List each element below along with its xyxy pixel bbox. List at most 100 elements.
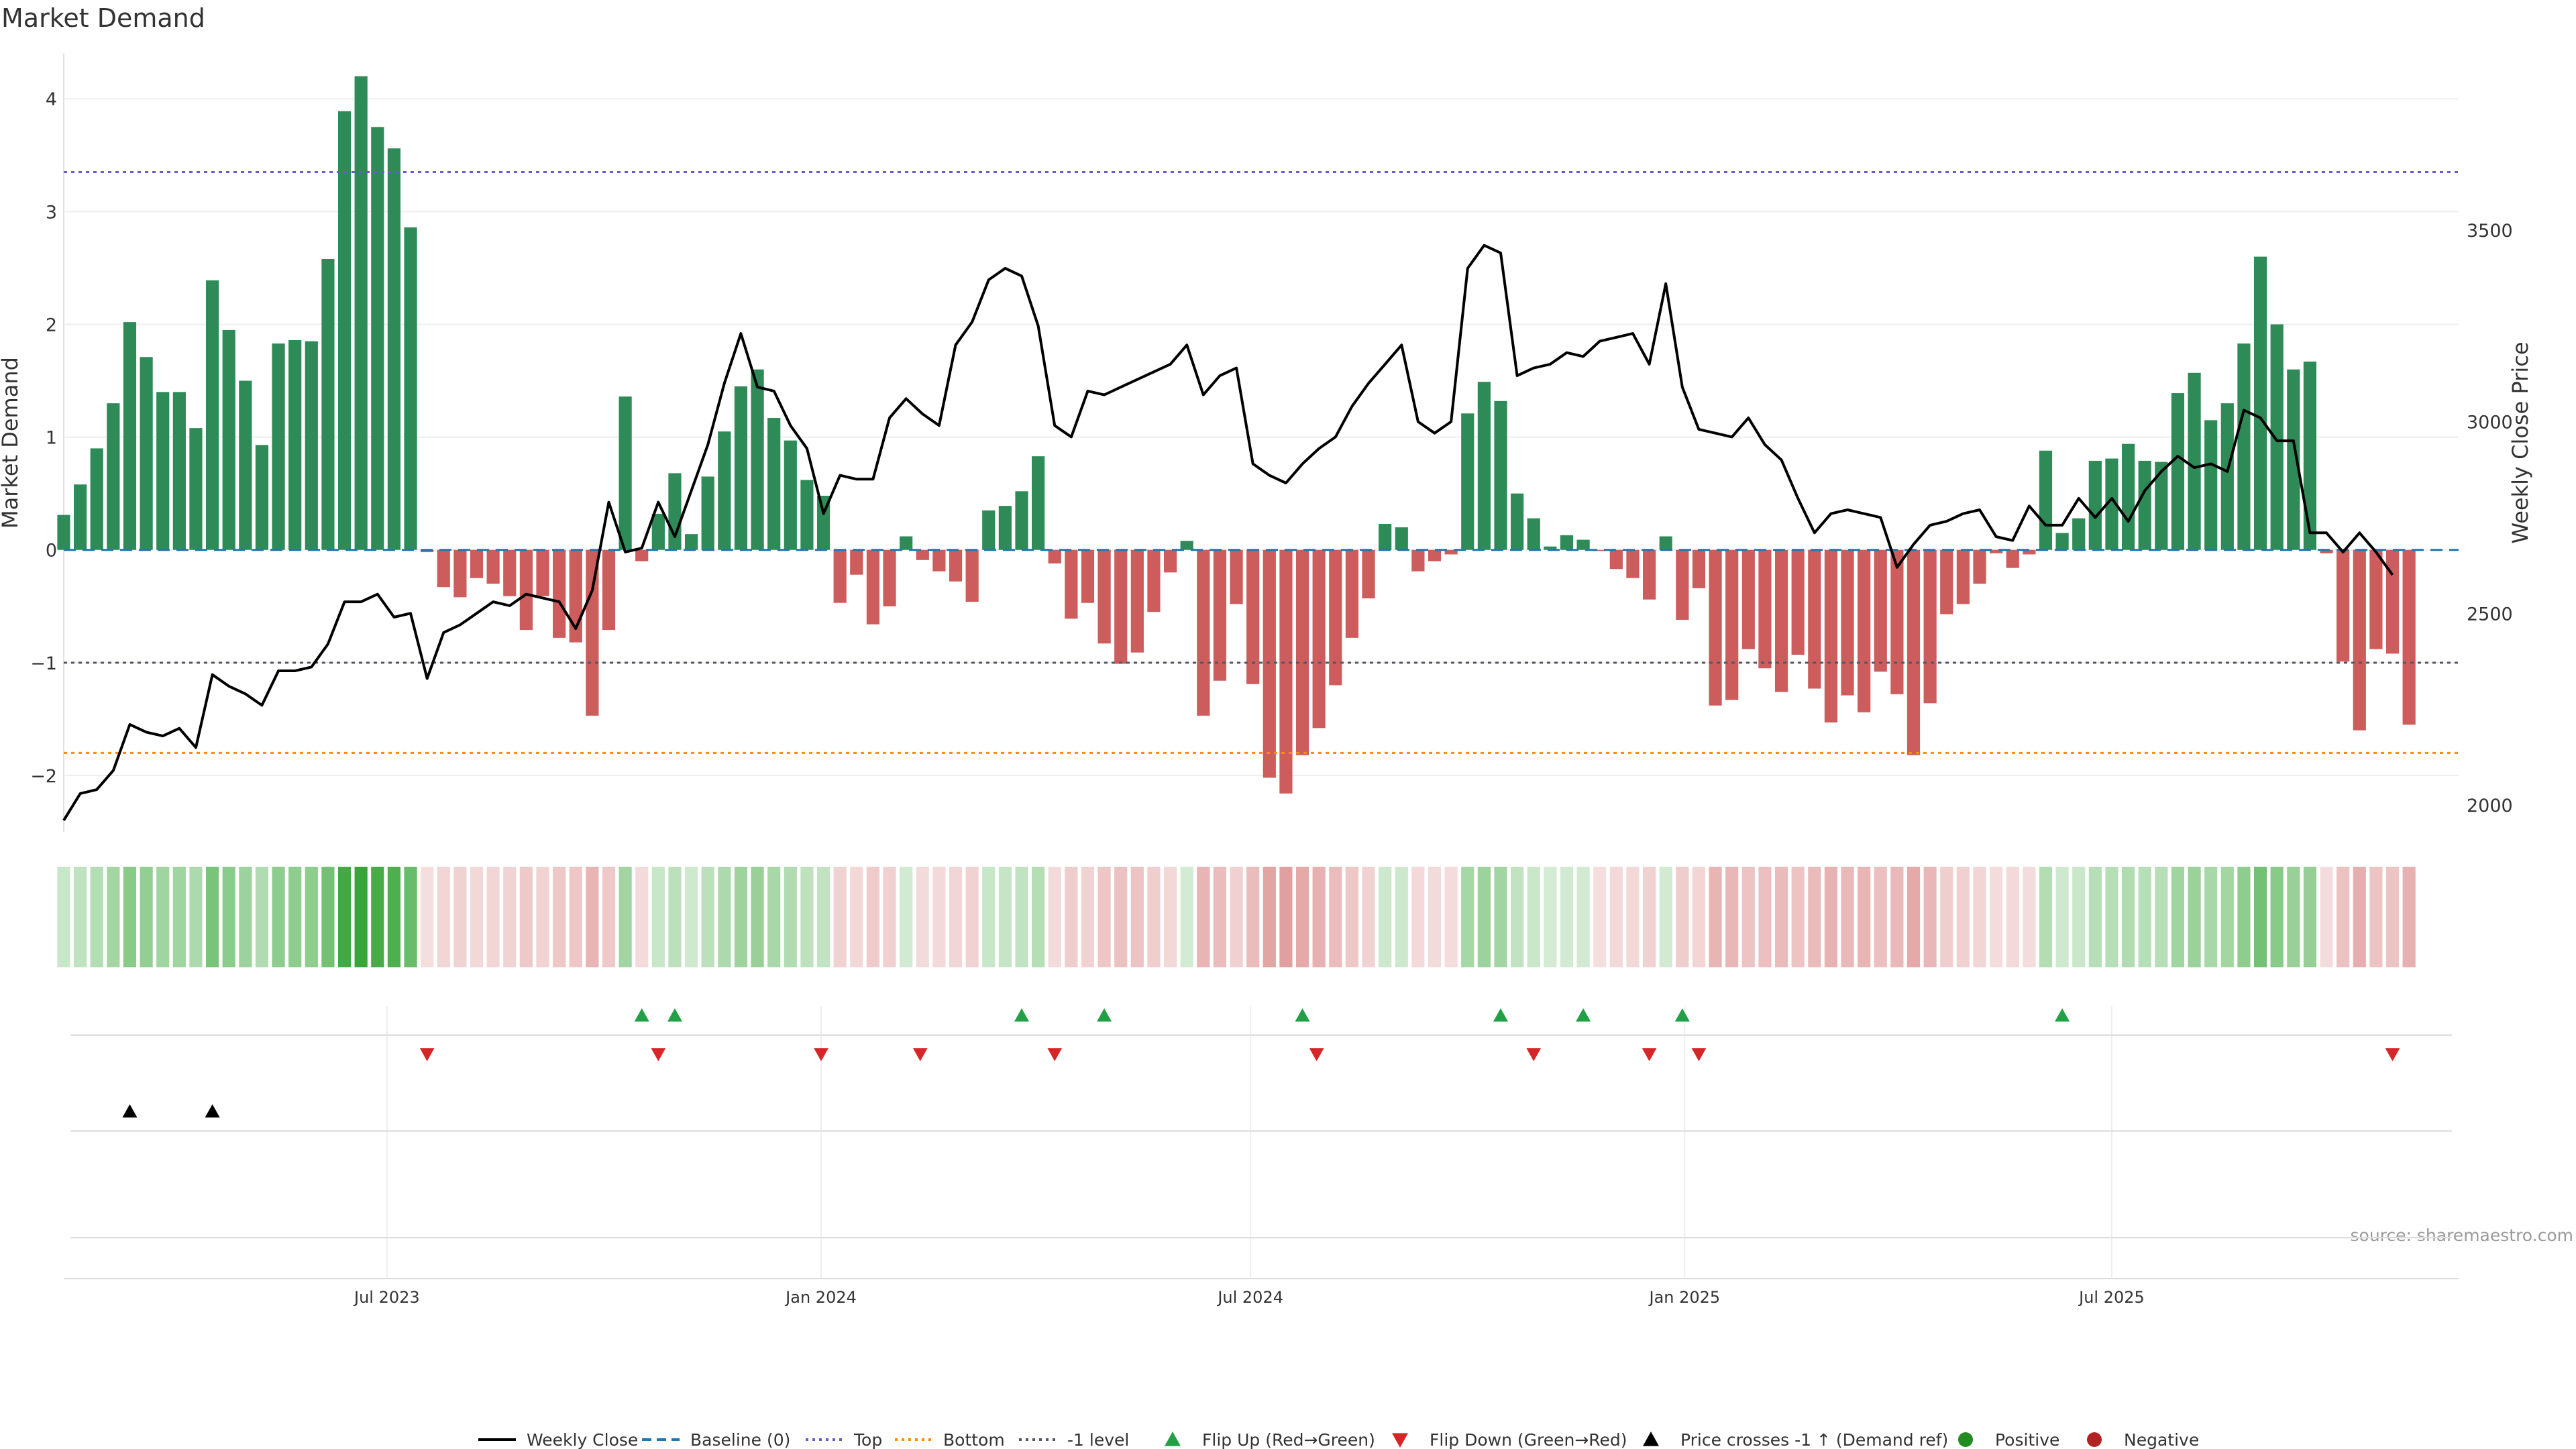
legend-item: Weekly Close [478,1430,638,1449]
demand-bar [321,258,335,550]
heat-cell [1544,867,1557,967]
heat-cell [1741,867,1755,967]
heat-cell [1163,867,1177,967]
demand-bar [354,76,368,550]
heat-cell [90,867,103,967]
heat-cell [255,867,269,967]
demand-bar [866,549,880,625]
price-cross-marker [122,1104,138,1118]
demand-bar [503,549,517,596]
demand-bar [1494,400,1507,550]
y2-tick-label: 2500 [2467,604,2513,625]
demand-bar [1411,549,1425,572]
demand-bar [371,127,384,550]
demand-bar [1130,549,1144,653]
flip-down-marker [1047,1048,1063,1061]
heat-cell [1130,867,1144,967]
demand-bar [1923,549,1937,704]
y-tick-label: 3 [46,202,57,223]
heat-cell [866,867,880,967]
heat-cell [2055,867,2069,967]
demand-bar [684,534,698,550]
heat-cell [1246,867,1260,967]
flip-down-marker [1691,1048,1707,1061]
demand-bar [1956,549,1970,604]
heat-cell [519,867,533,967]
demand-bar [1940,549,1953,614]
demand-bar [1081,549,1095,603]
date-axis: Jul 2023 Jan 2024 Jul 2024 Jan 2025 Jul 2025 [64,1278,2459,1307]
demand-bar [1511,493,1524,550]
demand-bar [2188,372,2201,550]
heat-cell [1511,867,1524,967]
heat-cell [1940,867,1953,967]
heat-cell [816,867,830,967]
demand-bar [2353,549,2366,731]
legend-label: Price crosses -1 ↑ (Demand ref) [1680,1430,1948,1449]
heat-cell [916,867,929,967]
demand-bar [1709,549,1722,706]
heat-cell [2353,867,2366,967]
legend-swatch [1165,1432,1181,1446]
demand-bar [1841,549,1854,696]
heat-cell [2138,867,2151,967]
x-tick-label: Jan 2025 [1648,1288,1720,1307]
flip-up-marker [1014,1008,1029,1022]
heat-cell [74,867,87,967]
demand-bar [982,510,996,550]
demand-bar [1626,549,1640,578]
heat-cell [1197,867,1210,967]
legend-label: Flip Down (Green→Red) [1430,1430,1627,1449]
demand-bar [1032,456,1045,550]
demand-bar [536,549,549,596]
demand-bar [2253,256,2267,550]
heat-cell [1312,867,1326,967]
demand-bar [718,431,731,550]
source-label: source: sharemaestro.com [2351,1226,2574,1245]
heat-cell [1279,867,1293,967]
demand-bar [2138,460,2151,550]
signal-panels [70,1008,2452,1238]
heat-cell [2287,867,2300,967]
heat-cell [701,867,714,967]
heat-cell [2006,867,2019,967]
legend-label: Flip Up (Red→Green) [1202,1430,1375,1449]
heat-cell [1808,867,1821,967]
demand-bar [2072,518,2086,550]
demand-bar [734,386,748,550]
demand-bar [998,506,1012,550]
heat-cell [1642,867,1656,967]
heat-cell [107,867,120,967]
demand-bar [2337,549,2350,662]
heat-cell [602,867,616,967]
demand-bar [1362,549,1375,598]
flip-down-marker [419,1048,435,1061]
legend-swatch [1392,1433,1408,1448]
heat-cell [205,867,219,967]
heat-cell [2039,867,2053,967]
demand-bar [949,549,963,582]
demand-bar [1774,549,1788,692]
demand-bar [2320,549,2333,553]
demand-bar [833,549,847,603]
demand-bar [1246,549,1260,684]
heat-cell [2088,867,2102,967]
heat-cell [2171,867,2185,967]
heat-cell [140,867,153,967]
heat-cell [2072,867,2086,967]
heat-cell [1841,867,1854,967]
x-tick-label: Jul 2024 [1216,1288,1283,1307]
heat-cell [1923,867,1937,967]
demand-bar [2204,420,2218,550]
demand-bar [2105,458,2118,550]
heat-cell [57,867,70,967]
legend-item: Flip Up (Red→Green) [1165,1430,1375,1449]
flip-down-marker [1526,1048,1542,1061]
heat-cell [1379,867,1392,967]
demand-bar [668,473,682,550]
demand-bar [404,227,417,550]
heat-cell [1576,867,1590,967]
heat-cell [2220,867,2234,967]
demand-bar [2303,361,2317,550]
demand-bar [239,380,252,550]
